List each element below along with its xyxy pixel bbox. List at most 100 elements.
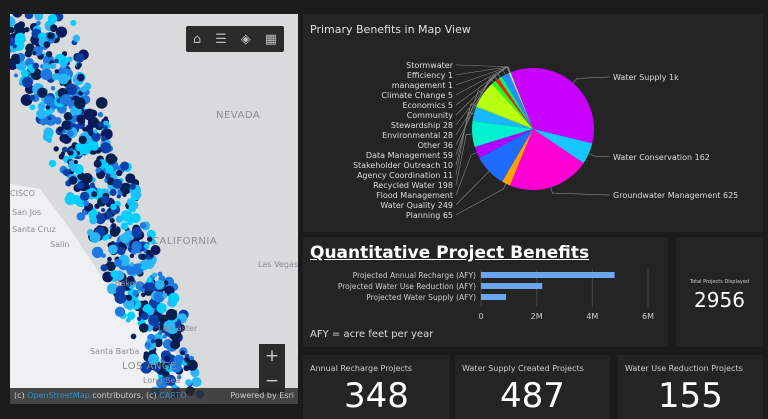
project-point[interactable] [36, 20, 41, 26]
project-point[interactable] [46, 132, 53, 139]
project-point[interactable] [21, 76, 33, 88]
osm-link[interactable]: OpenStreetMap [27, 391, 90, 400]
map-view[interactable]: NEVADA CALIFORNIA Las Vegas CISCO San Jo… [10, 14, 298, 404]
project-point[interactable] [156, 324, 163, 331]
project-point[interactable] [120, 210, 133, 222]
project-point[interactable] [20, 69, 30, 78]
project-point[interactable] [91, 132, 101, 142]
bar-chart[interactable]: 0 2M 4M 6M Projected Annual Recharge (AFY) Pr… [303, 267, 668, 327]
project-point[interactable] [150, 245, 161, 256]
project-point[interactable] [142, 284, 148, 289]
pie-slice[interactable] [472, 106, 533, 129]
project-point[interactable] [100, 264, 108, 272]
project-point[interactable] [68, 160, 75, 166]
project-point[interactable] [144, 259, 155, 270]
project-point[interactable] [14, 32, 26, 44]
project-point[interactable] [103, 116, 109, 122]
project-point[interactable] [129, 253, 135, 259]
project-point[interactable] [45, 50, 53, 58]
project-point[interactable] [110, 203, 117, 211]
project-point[interactable] [120, 182, 132, 195]
legend-icon[interactable]: ☰ [215, 31, 227, 47]
project-point[interactable] [79, 146, 88, 155]
project-point[interactable] [140, 312, 149, 321]
project-point[interactable] [101, 195, 110, 204]
project-point[interactable] [129, 280, 134, 285]
project-point[interactable] [67, 130, 74, 137]
project-point[interactable] [119, 233, 131, 244]
project-point[interactable] [91, 191, 98, 198]
project-point[interactable] [62, 169, 70, 176]
project-point[interactable] [93, 159, 102, 168]
project-point[interactable] [78, 135, 87, 145]
project-point[interactable] [83, 108, 96, 121]
zoom-in-button[interactable]: + [264, 346, 280, 366]
project-point[interactable] [136, 316, 142, 322]
pie-slice[interactable] [479, 129, 533, 182]
project-point[interactable] [108, 244, 118, 255]
project-point[interactable] [53, 146, 59, 152]
carto-link[interactable]: CARTO [159, 391, 187, 400]
project-point[interactable] [85, 124, 94, 133]
pie-slice[interactable] [508, 72, 533, 129]
project-point[interactable] [147, 236, 153, 242]
project-point[interactable] [114, 292, 127, 304]
project-point[interactable] [156, 338, 162, 344]
pie-slice[interactable] [501, 72, 533, 129]
project-point[interactable] [129, 197, 136, 204]
pie-slice[interactable] [476, 83, 533, 129]
project-point[interactable] [129, 183, 136, 190]
project-point[interactable] [10, 26, 15, 34]
project-point[interactable] [109, 188, 117, 196]
project-point[interactable] [34, 14, 44, 21]
pie-slice[interactable] [533, 129, 593, 164]
project-point[interactable] [45, 105, 51, 110]
project-point[interactable] [145, 249, 152, 256]
project-point[interactable] [180, 350, 186, 356]
pie-slice[interactable] [472, 120, 533, 147]
project-point[interactable] [47, 32, 55, 40]
basemap-gallery-icon[interactable]: ▦ [264, 31, 277, 47]
bar[interactable] [481, 272, 615, 278]
project-point[interactable] [146, 229, 156, 239]
project-point[interactable] [185, 379, 192, 386]
layers-icon[interactable]: ◈ [240, 31, 251, 47]
pie-slice[interactable] [495, 78, 533, 129]
project-point[interactable] [98, 122, 104, 128]
project-point[interactable] [191, 377, 202, 388]
project-point[interactable] [60, 134, 70, 144]
project-point[interactable] [47, 116, 52, 121]
home-icon[interactable]: ⌂ [192, 31, 202, 47]
project-point[interactable] [141, 292, 146, 298]
pie-slice[interactable] [510, 72, 533, 129]
project-point[interactable] [107, 256, 112, 262]
esri-link[interactable]: Powered by Esri [230, 391, 294, 400]
project-point[interactable] [73, 164, 84, 175]
zoom-out-button[interactable]: − [264, 371, 280, 391]
project-point[interactable] [13, 22, 24, 33]
project-point[interactable] [54, 58, 59, 64]
project-point[interactable] [72, 34, 81, 43]
project-point[interactable] [148, 353, 160, 365]
pie-slice[interactable] [509, 129, 584, 190]
project-point[interactable] [162, 293, 168, 299]
project-point[interactable] [158, 314, 167, 324]
project-point[interactable] [123, 298, 135, 310]
project-point[interactable] [106, 283, 118, 295]
project-point[interactable] [118, 241, 124, 247]
project-point[interactable] [65, 83, 78, 96]
project-point[interactable] [156, 302, 167, 314]
bar[interactable] [481, 283, 543, 289]
project-point[interactable] [114, 258, 123, 267]
project-point[interactable] [103, 120, 109, 126]
project-point[interactable] [139, 222, 147, 229]
project-point[interactable] [60, 61, 67, 69]
project-point[interactable] [89, 232, 101, 243]
project-point[interactable] [10, 16, 16, 28]
project-point[interactable] [39, 116, 48, 126]
pie-slice[interactable] [498, 76, 533, 129]
project-point[interactable] [152, 272, 158, 278]
project-point[interactable] [76, 73, 85, 82]
pie-slice[interactable] [510, 72, 533, 129]
project-point[interactable] [163, 280, 169, 286]
